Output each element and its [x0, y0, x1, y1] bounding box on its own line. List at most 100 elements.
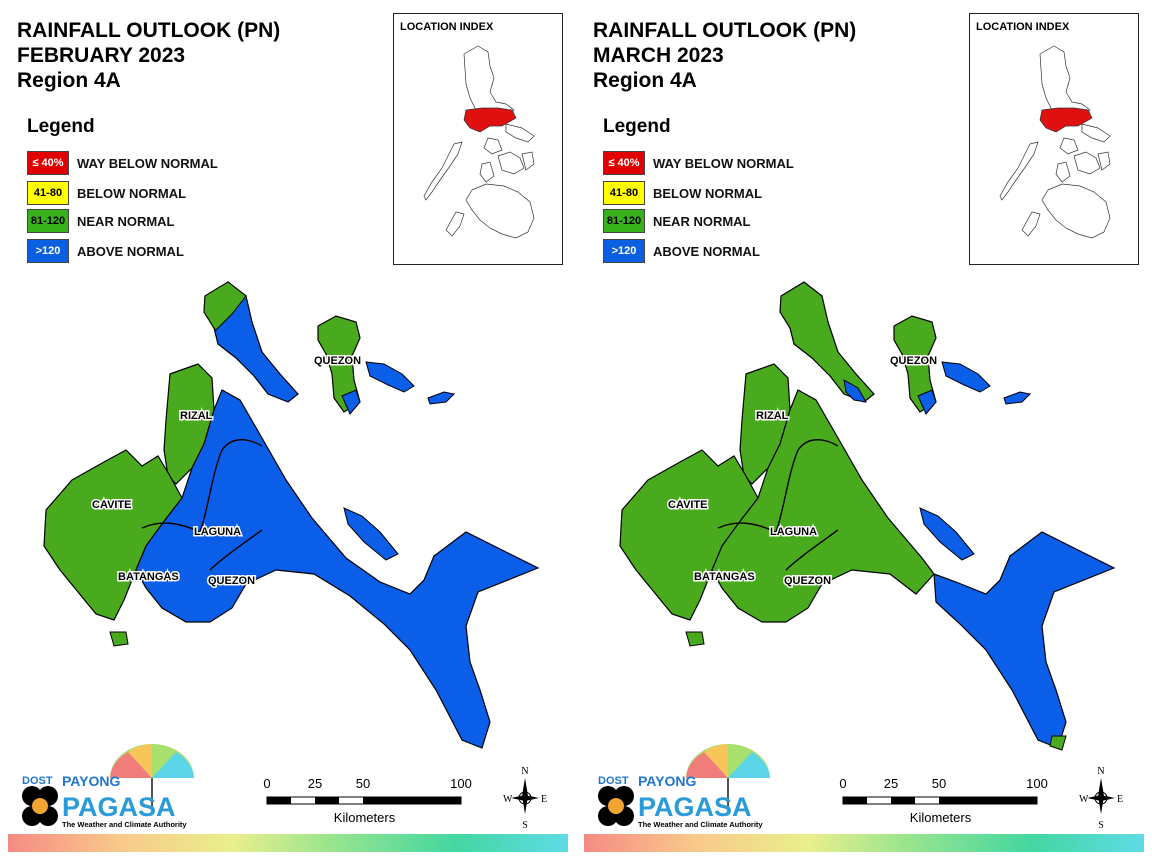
zone-south	[135, 389, 540, 749]
logo-payong: PAYONG	[62, 773, 120, 789]
scale-tick: 100	[450, 776, 472, 791]
scale-unit: Kilometers	[909, 810, 972, 825]
legend-item-below: 41-80 BELOW NORMAL	[27, 181, 186, 205]
compass-w: W	[503, 794, 513, 805]
zone-islet	[109, 631, 129, 647]
logo-pagasa: PAGASA	[638, 792, 752, 822]
philippines-outline-map	[423, 45, 535, 239]
legend-item-way-below: ≤ 40% WAY BELOW NORMAL	[603, 151, 794, 175]
legend-swatch: >120	[603, 239, 645, 263]
legend-item-near: 81-120 NEAR NORMAL	[603, 209, 751, 233]
scale-tick: 25	[883, 776, 899, 791]
legend-swatch: 81-120	[603, 209, 645, 233]
province-label: QUEZON	[208, 575, 255, 587]
scale-tick: 0	[839, 776, 847, 791]
legend-label: ABOVE NORMAL	[653, 243, 760, 259]
title-line-2: MARCH 2023	[593, 44, 724, 67]
compass-e: E	[541, 794, 547, 805]
footer-gradient-bar	[8, 834, 568, 852]
zone-islet	[1003, 391, 1032, 405]
scale-unit: Kilometers	[333, 810, 396, 825]
logo-pagasa: PAGASA	[62, 792, 176, 822]
province-label: CAVITE	[92, 499, 132, 511]
north-arrow-compass: N S W E	[500, 764, 550, 831]
location-index-title: LOCATION INDEX	[976, 21, 1070, 33]
title-line-1: RAINFALL OUTLOOK (PN)	[593, 19, 857, 42]
footer-gradient-bar	[584, 834, 1144, 852]
province-label: LAGUNA	[194, 526, 241, 538]
compass-e: E	[1117, 794, 1123, 805]
compass-s: S	[522, 820, 528, 830]
legend-item-above: >120 ABOVE NORMAL	[603, 239, 760, 263]
legend-label: WAY BELOW NORMAL	[653, 155, 794, 171]
legend-item-near: 81-120 NEAR NORMAL	[27, 209, 175, 233]
scale-tick: 0	[263, 776, 271, 791]
zone-east-patch	[843, 379, 867, 403]
legend-label: NEAR NORMAL	[77, 213, 175, 229]
legend-title: Legend	[27, 116, 95, 137]
legend-item-below: 41-80 BELOW NORMAL	[603, 181, 762, 205]
legend-swatch: 41-80	[603, 181, 645, 205]
scale-bar: 0 25 50 100 Kilometers	[262, 776, 482, 828]
province-label: RIZAL	[180, 410, 213, 422]
zone-islet	[919, 507, 975, 561]
legend-label: BELOW NORMAL	[77, 185, 187, 201]
title-line-3: Region 4A	[17, 69, 121, 92]
zone-island-south	[341, 389, 361, 415]
payong-pagasa-logo: DOST PAYONG PAGASA The Weather and Clima…	[594, 738, 774, 830]
compass-n: N	[1097, 766, 1104, 777]
outlook-panel-february: RAINFALL OUTLOOK (PN) FEBRUARY 2023 Regi…	[8, 13, 568, 852]
province-label: QUEZON	[314, 355, 361, 367]
province-label: QUEZON	[890, 355, 937, 367]
province-label: BATANGAS	[118, 571, 179, 583]
panel-title: RAINFALL OUTLOOK (PN) MARCH 2023 Region …	[593, 18, 856, 93]
logo-dost: DOST	[22, 775, 53, 787]
zone-islet	[427, 391, 456, 405]
title-line-2: FEBRUARY 2023	[17, 44, 186, 67]
location-index-inset: LOCATION INDEX	[969, 13, 1139, 265]
legend-label: NEAR NORMAL	[653, 213, 751, 229]
compass-s: S	[1098, 820, 1104, 830]
legend-label: BELOW NORMAL	[653, 185, 763, 201]
zone-islet	[343, 507, 399, 561]
logo-payong: PAYONG	[638, 773, 696, 789]
panel-title: RAINFALL OUTLOOK (PN) FEBRUARY 2023 Regi…	[17, 18, 280, 93]
logo-tagline: The Weather and Climate Authority	[638, 820, 763, 829]
title-line-3: Region 4A	[593, 69, 697, 92]
zone-north-tip	[203, 281, 247, 331]
province-label: CAVITE	[668, 499, 708, 511]
legend-swatch: >120	[27, 239, 69, 263]
title-line-1: RAINFALL OUTLOOK (PN)	[17, 19, 281, 42]
zone-islet	[941, 361, 991, 393]
zone-islet	[365, 361, 415, 393]
province-label: RIZAL	[756, 410, 789, 422]
zone-islet	[685, 631, 705, 647]
logo-tagline: The Weather and Climate Authority	[62, 820, 187, 829]
scale-bar: 0 25 50 100 Kilometers	[838, 776, 1058, 828]
province-label: LAGUNA	[770, 526, 817, 538]
legend-swatch: ≤ 40%	[603, 151, 645, 175]
legend-swatch: 81-120	[27, 209, 69, 233]
payong-pagasa-logo: DOST PAYONG PAGASA The Weather and Clima…	[18, 738, 198, 830]
logo-dost: DOST	[598, 775, 629, 787]
location-index-inset: LOCATION INDEX	[393, 13, 563, 265]
legend-label: WAY BELOW NORMAL	[77, 155, 218, 171]
region-4a-map: QUEZON RIZAL CAVITE LAGUNA BATANGAS QUEZ…	[619, 281, 1116, 751]
legend-title: Legend	[603, 116, 671, 137]
scale-tick: 100	[1026, 776, 1048, 791]
philippines-outline-map	[999, 45, 1111, 239]
zone-south	[933, 531, 1116, 749]
province-label: QUEZON	[784, 575, 831, 587]
legend-swatch: 41-80	[27, 181, 69, 205]
region-4a-map: QUEZON RIZAL CAVITE LAGUNA BATANGAS QUEZ…	[43, 281, 540, 749]
scale-tick: 50	[355, 776, 371, 791]
legend-swatch: ≤ 40%	[27, 151, 69, 175]
scale-tick: 25	[307, 776, 323, 791]
north-arrow-compass: N S W E	[1076, 764, 1126, 831]
legend-item-way-below: ≤ 40% WAY BELOW NORMAL	[27, 151, 218, 175]
location-index-title: LOCATION INDEX	[400, 21, 494, 33]
zone-island-south	[917, 389, 937, 415]
zone-east	[779, 281, 875, 403]
zone-middle	[711, 389, 935, 623]
compass-n: N	[521, 766, 528, 777]
